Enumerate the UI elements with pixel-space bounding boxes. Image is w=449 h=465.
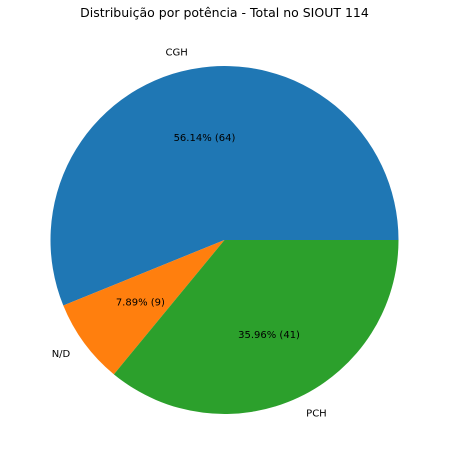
slice-label-pch: PCH: [306, 409, 327, 420]
slice-label-cgh: CGH: [166, 48, 188, 59]
slice-pct-n-d: 7.89% (9): [116, 297, 165, 308]
pie-slice-pch: [113, 240, 399, 414]
chart-title: Distribuição por potência - Total no SIO…: [80, 5, 369, 20]
pie-slice-n-d: [63, 240, 225, 375]
slice-label-n-d: N/D: [52, 349, 71, 360]
slice-pct-cgh: 56.14% (64): [174, 133, 236, 144]
pie-slice-cgh: [50, 65, 399, 306]
slice-pct-pch: 35.96% (41): [238, 330, 300, 341]
pie-labels: CGH 56.14% (64) N/D 7.89% (9) PCH 35.96% (41): [52, 48, 327, 420]
pie-slices: [50, 65, 399, 414]
